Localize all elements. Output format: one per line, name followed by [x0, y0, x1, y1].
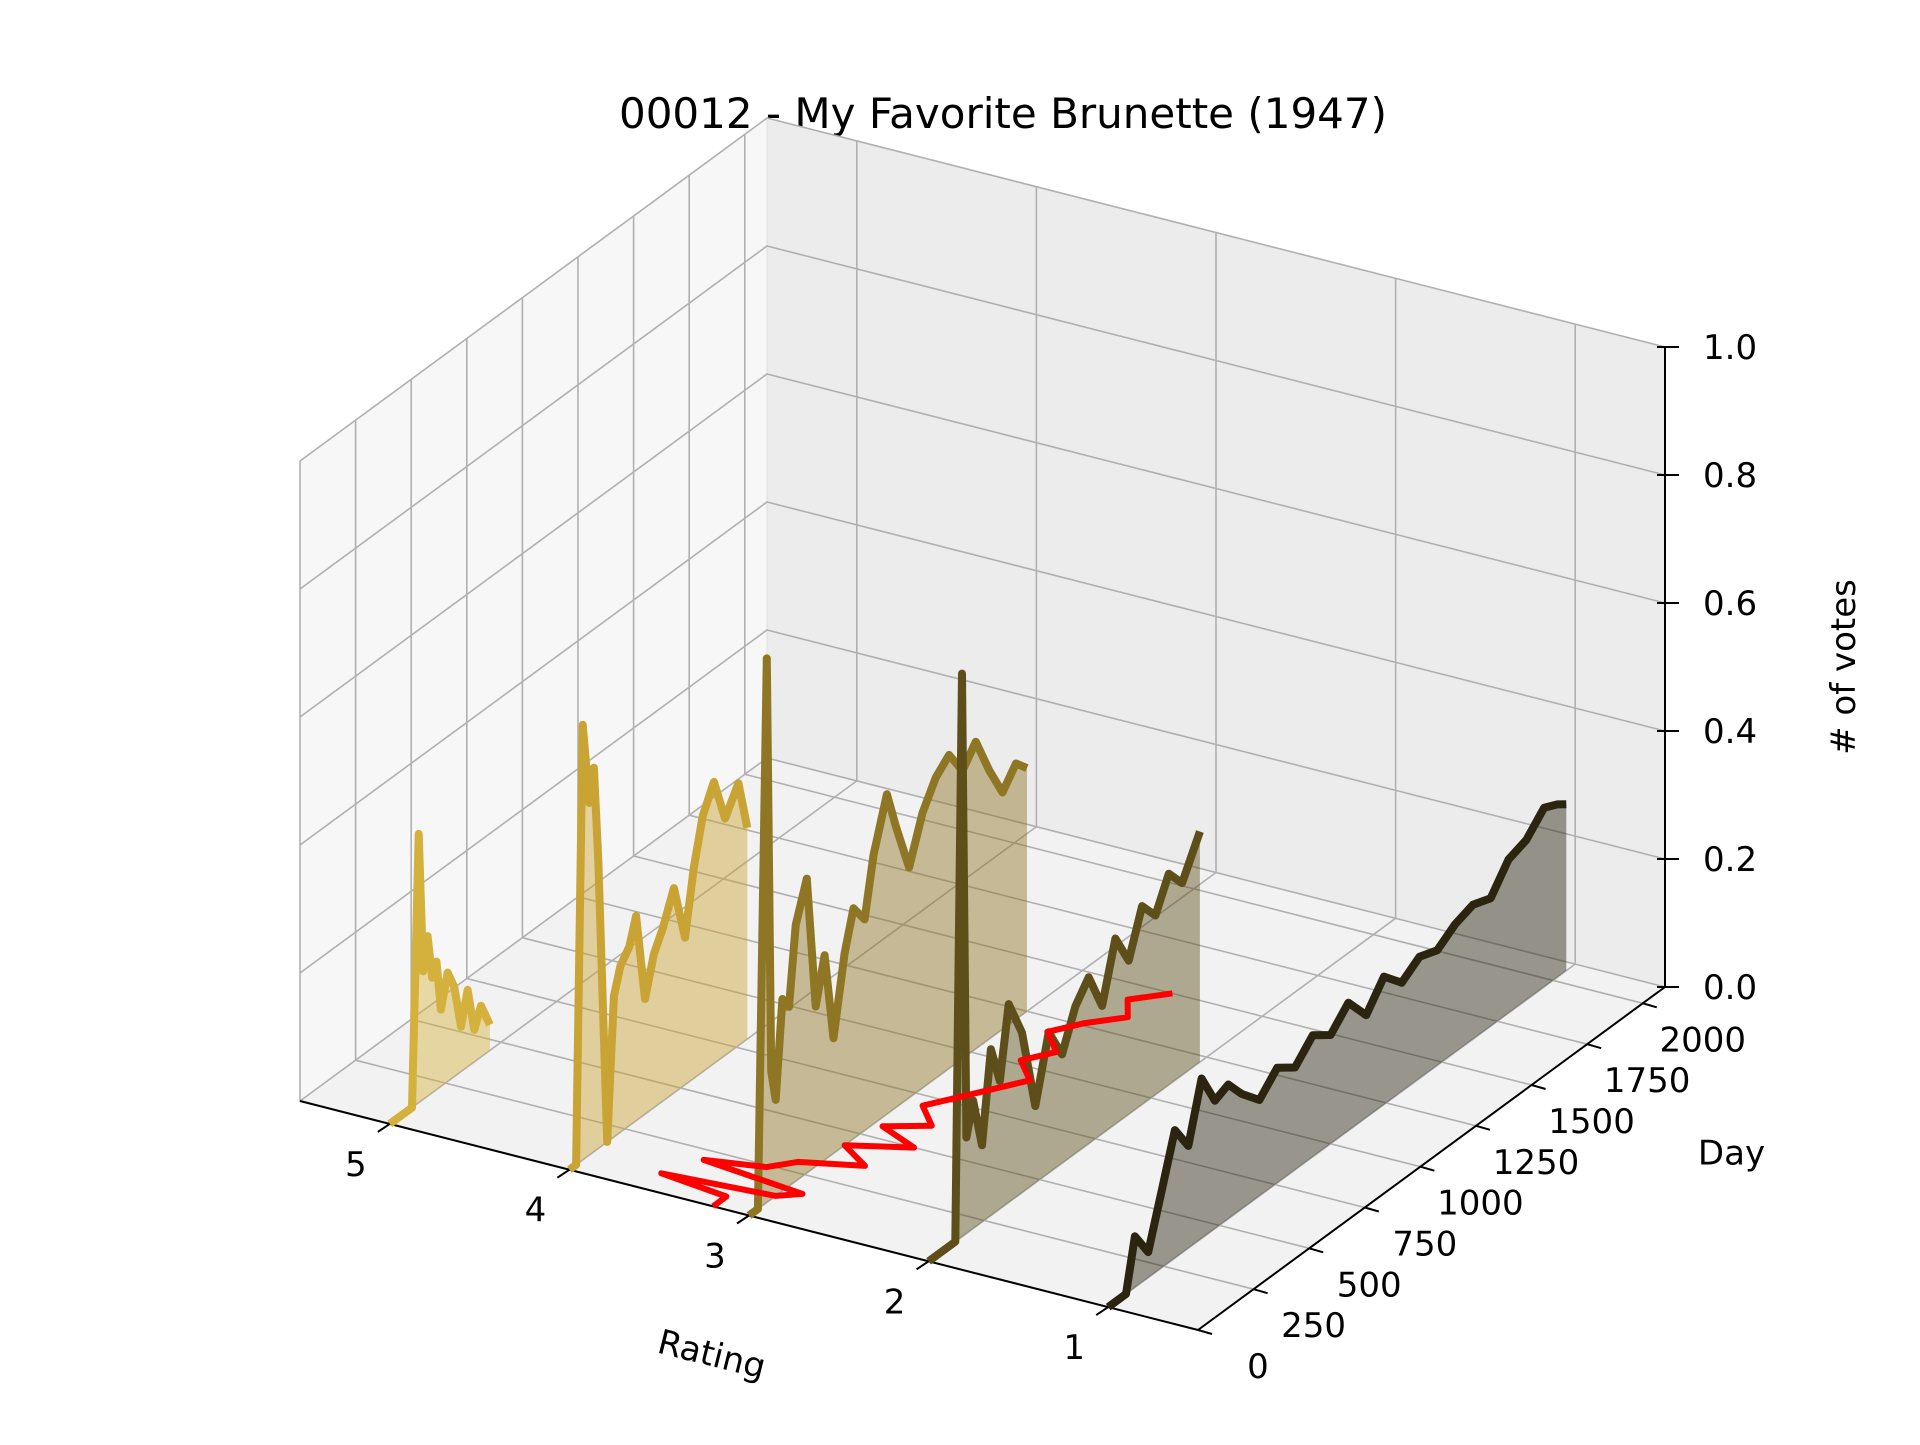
z-tick-label: 0.4	[1703, 712, 1757, 752]
grid-line-votes	[299, 117, 1666, 462]
y-tick-mark	[1197, 1329, 1213, 1335]
series-layer	[387, 654, 1567, 1311]
y-tick-label: 750	[1392, 1225, 1457, 1265]
series-line-rating-3	[746, 654, 1029, 1219]
x-tick-label: 1	[1063, 1328, 1085, 1368]
y-tick-label: 500	[1337, 1265, 1402, 1305]
series-line-rating-5	[387, 829, 494, 1128]
z-tick-label: 0.6	[1703, 584, 1757, 624]
chart-title: 00012 - My Favorite Brunette (1947)	[619, 89, 1387, 138]
grid-line-votes	[299, 373, 1666, 718]
y-tick-mark	[1420, 1165, 1435, 1172]
z-axis-label: # of votes	[1824, 579, 1864, 755]
y-tick-label: 250	[1281, 1306, 1346, 1346]
y-tick-mark	[1531, 1084, 1546, 1090]
y-tick-mark	[1308, 1247, 1324, 1254]
y-tick-label: 1250	[1493, 1143, 1580, 1183]
z-tick-label: 0.0	[1703, 968, 1757, 1008]
x-tick-label: 4	[525, 1191, 547, 1231]
x-tick-label: 2	[884, 1282, 906, 1322]
y-tick-label: 1500	[1548, 1102, 1635, 1142]
y-tick-label: 2000	[1659, 1020, 1746, 1060]
x-tick-mark	[916, 1260, 930, 1271]
mean-rating-line	[658, 990, 1173, 1209]
grid-line-votes	[299, 629, 1666, 974]
x-tick-mark	[556, 1168, 570, 1179]
x-tick-mark	[1095, 1306, 1109, 1316]
y-tick-mark	[1364, 1206, 1380, 1213]
y-tick-mark	[1253, 1288, 1268, 1295]
y-tick-label: 0	[1247, 1347, 1269, 1387]
y-tick-mark	[1475, 1124, 1491, 1131]
x-tick-label: 3	[704, 1237, 726, 1277]
y-tick-label: 1000	[1437, 1184, 1524, 1224]
z-tick-label: 1.0	[1703, 328, 1757, 368]
x-tick-mark	[736, 1214, 750, 1225]
grid-line-votes	[299, 245, 1666, 590]
x-tick-label: 5	[345, 1145, 367, 1185]
grid-line-votes	[299, 501, 1666, 846]
z-tick-label: 0.8	[1703, 456, 1757, 496]
y-tick-mark	[1586, 1043, 1602, 1050]
series-line-rating-4	[567, 720, 752, 1173]
z-tick-label: 0.2	[1703, 840, 1757, 880]
mean-rating-layer	[658, 990, 1173, 1209]
x-tick-mark	[377, 1123, 391, 1133]
y-axis-label: Day	[1698, 1134, 1765, 1174]
y-tick-mark	[1642, 1002, 1658, 1009]
series-line-rating-1	[1105, 800, 1567, 1311]
y-tick-label: 1750	[1604, 1061, 1691, 1101]
series-fill-rating-2	[928, 673, 1200, 1262]
